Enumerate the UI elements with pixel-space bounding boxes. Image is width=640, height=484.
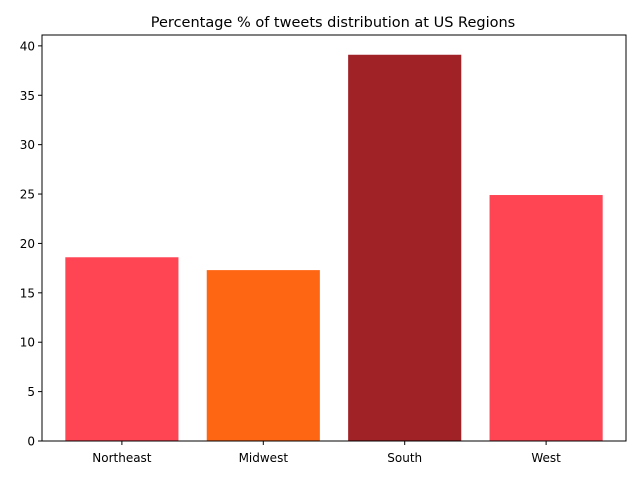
x-tick-label: Northeast	[92, 451, 152, 465]
y-tick-label: 40	[20, 39, 35, 53]
bar-west	[489, 195, 603, 441]
y-tick-label: 25	[20, 188, 35, 202]
y-tick-label: 30	[20, 138, 35, 152]
chart-title: Percentage % of tweets distribution at U…	[151, 15, 515, 31]
bar-south	[348, 54, 462, 442]
y-axis: 0 5 10 15 20 25 30 35 40	[20, 39, 42, 449]
bar-midwest	[206, 270, 320, 441]
y-tick-label: 5	[27, 385, 35, 399]
y-tick-label: 10	[20, 336, 35, 350]
y-tick-label: 35	[20, 89, 35, 103]
bar-northeast	[65, 257, 179, 441]
x-tick-label: Midwest	[239, 451, 289, 465]
y-tick-label: 0	[27, 435, 35, 449]
y-tick-label: 20	[20, 237, 35, 251]
plot-frame	[41, 34, 627, 442]
y-tick-label: 15	[20, 286, 35, 300]
bars-layer	[65, 54, 603, 442]
x-axis: Northeast Midwest South West	[92, 441, 561, 465]
x-tick-label: South	[387, 451, 422, 465]
x-tick-label: West	[531, 451, 561, 465]
